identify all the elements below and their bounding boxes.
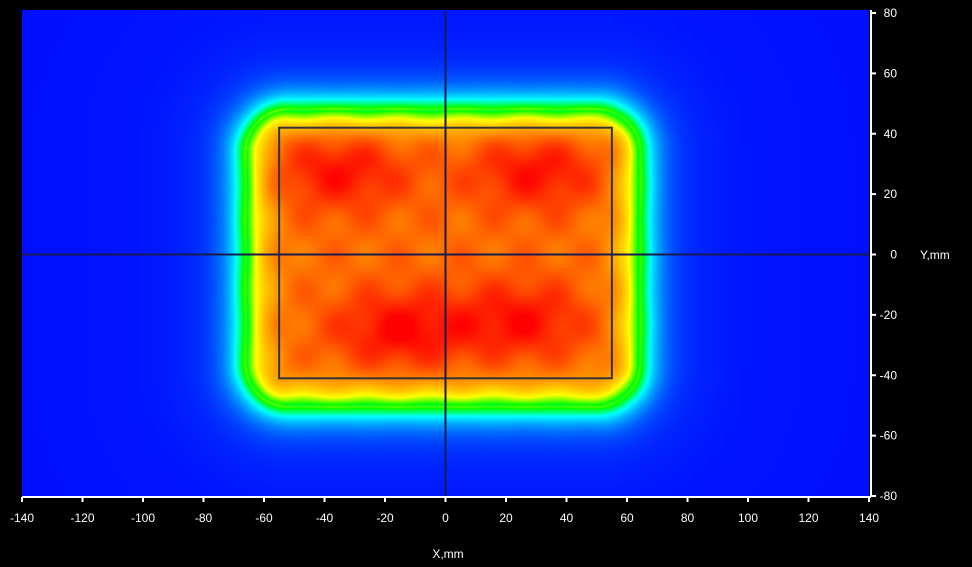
x-tick-label: -80 xyxy=(195,511,213,525)
y-tick-label: 20 xyxy=(884,187,898,201)
y-tick-label: 60 xyxy=(884,66,898,80)
x-tick-label: 0 xyxy=(442,511,449,525)
x-tick-label: -140 xyxy=(10,511,34,525)
x-tick-label: -60 xyxy=(255,511,273,525)
x-tick-label: -40 xyxy=(316,511,334,525)
y-tick-label: 0 xyxy=(890,248,897,262)
y-tick-label: -80 xyxy=(880,489,898,503)
x-tick-label: 60 xyxy=(620,511,634,525)
y-tick-label: 40 xyxy=(884,127,898,141)
x-tick-label: -100 xyxy=(131,511,155,525)
y-axis-label: Y,mm xyxy=(920,248,950,262)
x-tick-label: 120 xyxy=(798,511,818,525)
y-tick-label: 80 xyxy=(884,6,898,20)
x-tick-label: 40 xyxy=(560,511,574,525)
x-tick-label: 20 xyxy=(499,511,513,525)
x-tick-label: 140 xyxy=(859,511,879,525)
x-tick-label: -120 xyxy=(70,511,94,525)
y-tick-label: -20 xyxy=(880,308,898,322)
x-tick-label: -20 xyxy=(376,511,394,525)
x-tick-label: 100 xyxy=(738,511,758,525)
y-tick-label: -40 xyxy=(880,368,898,382)
x-tick-label: 80 xyxy=(681,511,695,525)
y-tick-label: -60 xyxy=(880,429,898,443)
x-axis-label: X,mm xyxy=(432,547,463,561)
